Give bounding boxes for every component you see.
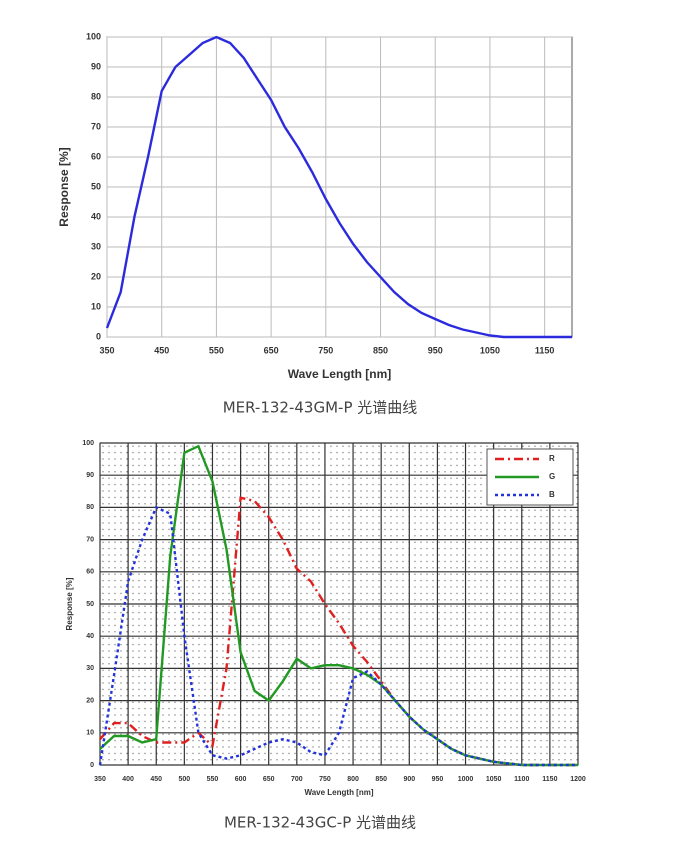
x-tick-label: 550 [207,776,219,783]
x-tick-label: 450 [150,776,162,783]
y-tick-label: 0 [90,762,94,769]
x-tick-label: 350 [94,776,106,783]
series-line [105,35,572,339]
x-tick-label: 950 [428,345,443,355]
x-tick-label: 1050 [486,776,502,783]
x-tick-label: 900 [403,776,415,783]
x-tick-label: 650 [263,776,275,783]
series-line [98,505,578,767]
y-tick-label: 10 [91,301,101,311]
y-tick-label: 90 [86,472,94,479]
x-tick-label: 850 [375,776,387,783]
y-tick-label: 0 [96,331,101,341]
x-tick-label: 800 [347,776,359,783]
x-tick-label: 700 [291,776,303,783]
x-tick-label: 600 [235,776,247,783]
caption: MER-132-43GM-P 光谱曲线 [223,399,418,417]
x-tick-label: 850 [373,345,388,355]
x-tick-label: 550 [209,345,224,355]
x-tick-label: 1150 [542,776,557,783]
x-tick-label: 950 [432,776,444,783]
y-tick-label: 60 [86,569,94,576]
y-tick-label: 40 [86,633,94,640]
y-tick-label: 80 [91,91,101,101]
caption: MER-132-43GC-P 光谱曲线 [224,814,416,832]
x-tick-label: 1200 [570,776,586,783]
x-tick-label: 1050 [480,345,500,355]
x-axis-title: Wave Length [nm] [304,788,373,797]
series-line [99,444,578,767]
y-tick-label: 70 [86,536,94,543]
x-tick-label: 1100 [514,776,529,783]
x-tick-label: 500 [179,776,191,783]
y-tick-label: 10 [86,730,94,737]
y-tick-label: 40 [91,211,101,221]
y-tick-label: 100 [86,31,101,41]
y-tick-label: 100 [82,440,94,447]
y-tick-label: 90 [91,61,101,71]
y-tick-label: 60 [91,151,101,161]
x-tick-label: 650 [264,345,279,355]
y-tick-label: 20 [91,271,101,281]
y-tick-label: 50 [86,601,94,608]
x-tick-label: 400 [122,776,134,783]
legend-label: B [549,490,555,499]
x-axis-title: Wave Length [nm] [288,367,392,381]
legend-label: G [549,472,555,481]
y-tick-label: 30 [91,241,101,251]
y-axis-title: Response [%] [65,577,74,630]
y-axis-title: Response [%] [57,147,71,226]
y-tick-label: 70 [91,121,101,131]
x-tick-label: 450 [154,345,169,355]
x-tick-label: 350 [99,345,114,355]
y-tick-label: 30 [86,665,94,672]
x-tick-label: 750 [318,345,333,355]
y-tick-label: 50 [91,181,101,191]
x-tick-label: 1150 [535,345,555,355]
legend-label: R [549,454,555,463]
x-tick-label: 750 [319,776,331,783]
y-tick-label: 20 [86,697,94,704]
y-tick-label: 80 [86,504,94,511]
x-tick-label: 1000 [458,776,474,783]
